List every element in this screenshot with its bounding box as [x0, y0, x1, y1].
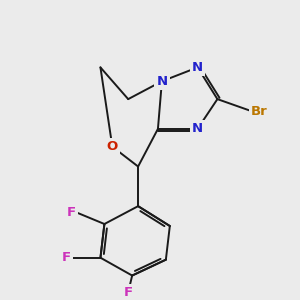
Text: F: F [61, 251, 71, 264]
Text: F: F [67, 206, 76, 219]
Text: N: N [192, 122, 203, 135]
Text: O: O [107, 140, 118, 153]
Text: N: N [156, 75, 167, 88]
Text: N: N [192, 61, 203, 74]
Text: Br: Br [251, 104, 268, 118]
Text: F: F [124, 286, 133, 299]
